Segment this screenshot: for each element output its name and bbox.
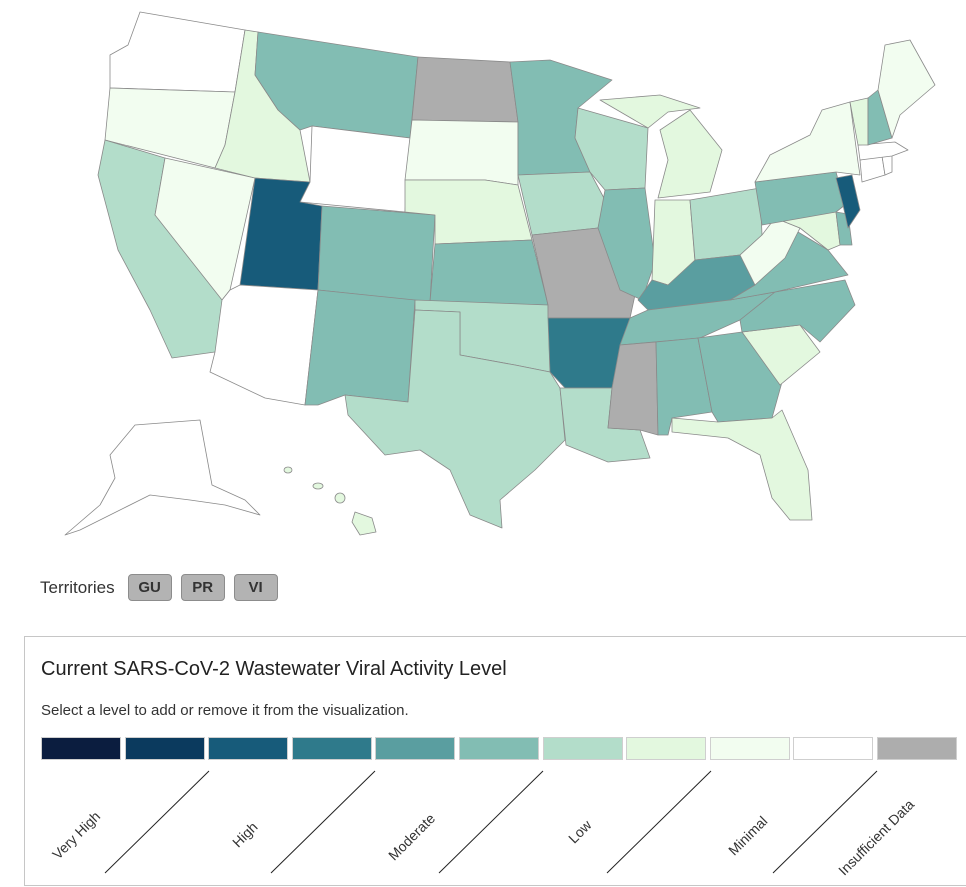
legend-swatch-8[interactable] <box>709 737 790 760</box>
state-north-carolina[interactable] <box>739 279 856 343</box>
state-maine[interactable] <box>877 39 936 139</box>
state-alaska[interactable] <box>64 419 261 536</box>
legend-swatch-2[interactable] <box>208 737 289 760</box>
territory-vi-button[interactable]: VI <box>233 574 278 601</box>
state-hawaii[interactable] <box>351 511 377 536</box>
state-arizona[interactable] <box>209 284 319 406</box>
state-washington[interactable] <box>109 11 246 93</box>
state-kansas[interactable] <box>429 239 549 306</box>
legend-dividers <box>104 770 878 874</box>
legend-divider-line <box>104 770 210 874</box>
legend-divider-line <box>270 770 376 874</box>
legend-divider-line <box>606 770 712 874</box>
legend-swatch-3[interactable] <box>291 737 372 760</box>
hawaii-island-maui <box>334 492 346 504</box>
legend-swatch-9[interactable] <box>793 737 874 760</box>
hawaii-island-kauai <box>283 466 293 474</box>
legend-swatch-5[interactable] <box>459 737 539 760</box>
territory-pr-button[interactable]: PR <box>180 574 225 601</box>
legend-swatch-1[interactable] <box>124 737 205 760</box>
state-massachusetts[interactable] <box>857 141 909 161</box>
state-colorado[interactable] <box>317 205 436 303</box>
state-new-jersey[interactable] <box>835 174 861 229</box>
legend-swatch-6[interactable] <box>542 737 623 760</box>
legend-divider-line <box>772 770 878 874</box>
state-wyoming[interactable] <box>299 125 411 213</box>
legend-swatch-7[interactable] <box>626 737 707 760</box>
state-new-mexico[interactable] <box>304 289 416 406</box>
territories-row: Territories GU PR VI <box>40 574 287 601</box>
territories-label: Territories <box>40 577 115 597</box>
hawaii-island-oahu <box>312 482 324 490</box>
legend-panel: Current SARS-CoV-2 Wastewater Viral Acti… <box>24 636 966 886</box>
legend-swatch-10[interactable] <box>877 737 957 760</box>
state-texas[interactable] <box>344 309 566 529</box>
state-south-dakota[interactable] <box>404 119 519 186</box>
state-iowa[interactable] <box>517 171 606 236</box>
state-new-york[interactable] <box>754 101 861 183</box>
territory-gu-button[interactable]: GU <box>127 574 172 601</box>
legend-swatch-4[interactable] <box>375 737 456 760</box>
state-michigan[interactable] <box>599 94 723 199</box>
us-map <box>64 11 936 536</box>
legend-title: Current SARS-CoV-2 Wastewater Viral Acti… <box>41 658 507 680</box>
legend-divider-line <box>438 770 544 874</box>
state-florida[interactable] <box>671 409 813 521</box>
state-north-dakota[interactable] <box>411 56 519 123</box>
legend-swatch-0[interactable] <box>41 737 121 760</box>
legend-instruction: Select a level to add or remove it from … <box>41 702 409 719</box>
